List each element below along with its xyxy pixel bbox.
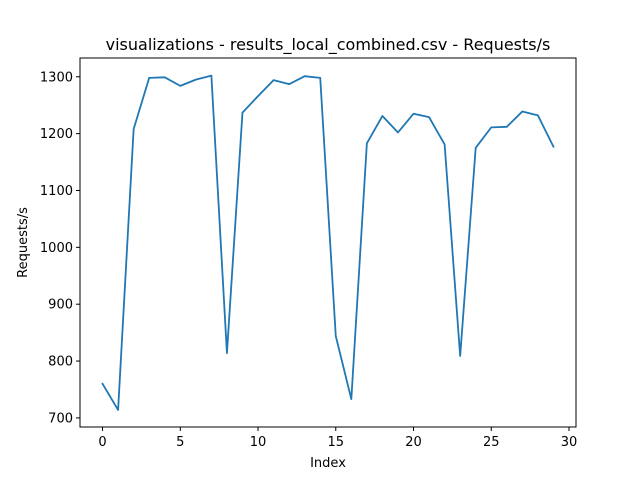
y-tick-label: 900 <box>48 298 73 313</box>
y-tick-label: 700 <box>48 411 73 426</box>
x-tick-label: 0 <box>98 435 106 450</box>
y-tick-label: 800 <box>48 355 73 370</box>
y-tick-label: 1000 <box>40 241 73 256</box>
y-axis-ticks: 700 800 900 1000 1100 1200 1300 <box>40 70 80 426</box>
series-layer <box>101 74 555 411</box>
y-tick-label: 1200 <box>40 127 73 142</box>
x-tick-label: 25 <box>483 435 500 450</box>
x-tick-label: 5 <box>176 435 184 450</box>
x-tick-label: 10 <box>250 435 267 450</box>
series-line-0 <box>101 74 555 411</box>
y-axis-title: Requests/s <box>16 207 31 278</box>
plot-frame <box>79 57 577 428</box>
plot-area <box>80 58 576 427</box>
x-tick-label: 30 <box>561 435 578 450</box>
y-tick-label: 1100 <box>40 184 73 199</box>
x-axis-title: Index <box>310 456 346 471</box>
y-tick-label: 1300 <box>40 70 73 85</box>
x-tick-label: 15 <box>328 435 345 450</box>
x-tick-label: 20 <box>405 435 422 450</box>
x-axis-ticks: 0 5 10 15 20 25 30 <box>98 427 577 450</box>
chart-title: visualizations - results_local_combined.… <box>106 35 551 55</box>
